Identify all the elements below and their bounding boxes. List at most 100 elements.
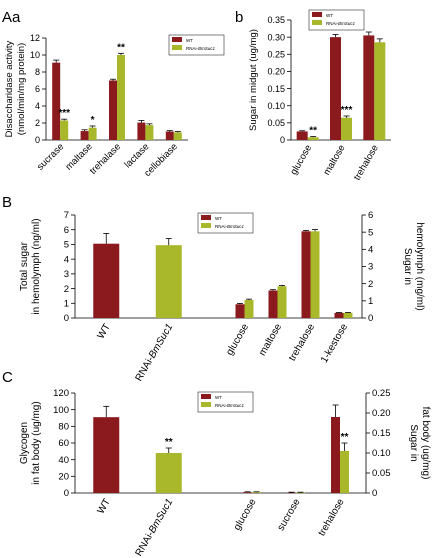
C-total-bar-wt — [93, 417, 120, 493]
C-left-category-label: WT — [96, 497, 113, 516]
B-right-y-axis-tick-label: 0 — [368, 313, 373, 324]
C-total-bar-rnai — [155, 453, 182, 493]
C-left-y-axis-tick-label: 60 — [58, 438, 69, 449]
C-left-significance: ** — [165, 437, 173, 448]
Aa-ylabel: Disaccharidase activity — [4, 40, 15, 137]
Aa-category-label: sucrase — [35, 141, 66, 172]
b-bar-wt — [363, 35, 375, 140]
C-left-ylabel-2: in fat body (ug/mg) — [31, 401, 42, 484]
B-sugar-bar-rnai — [310, 231, 320, 318]
Aa-bar-wt — [137, 122, 146, 140]
C-right-category-label: sucrose — [276, 497, 303, 533]
B-left-ylabel-2: in hemolymph (ng/ml) — [31, 218, 42, 314]
C-sugar-bar-wt — [243, 492, 252, 493]
C-sugar-bar-wt — [287, 492, 296, 494]
B-left-y-axis-tick-label: 3 — [64, 269, 69, 280]
b-y-axis-tick-label: 0.15 — [267, 84, 285, 94]
Aa-bar-wt — [52, 62, 61, 140]
b-y-axis-tick-label: 0 — [280, 135, 285, 145]
legend-label: WT — [186, 38, 193, 43]
C-right-y-axis-tick-label: 0 — [372, 488, 377, 499]
Aa-significance: *** — [58, 108, 70, 119]
b-bar-wt — [296, 131, 308, 140]
C-sugar-bar-wt — [331, 417, 340, 493]
B-right-y-axis-tick-label: 5 — [368, 227, 373, 238]
B-sugar-bar-wt — [334, 312, 344, 318]
b-y-axis-tick-label: 0.35 — [267, 15, 285, 25]
B-left-y-axis-tick-label: 2 — [64, 284, 69, 295]
legend-swatch — [201, 215, 211, 220]
Aa-bar-rnai — [60, 120, 69, 140]
legend-frame — [197, 212, 254, 234]
legend-swatch — [172, 37, 182, 42]
B-left-category-label: RNAi-BmSuc1 — [134, 322, 176, 383]
Aa-y-axis-tick-label: 4 — [35, 101, 40, 111]
Aa-bar-wt — [165, 131, 174, 140]
b-y-axis-tick-label: 0.20 — [267, 67, 285, 77]
legend-swatch — [201, 223, 211, 228]
B-right-category-label: trehalose — [287, 322, 317, 364]
Aa-bar-rnai — [145, 125, 154, 140]
C-sugar-bar-rnai — [296, 492, 305, 494]
B-right-category-label: maltose — [257, 322, 284, 358]
B-total-bar-wt — [93, 243, 120, 318]
Aa-significance: ** — [117, 42, 125, 53]
B-right-y-axis-tick-label: 1 — [368, 296, 373, 307]
b-bar-rnai — [374, 42, 386, 140]
C-right-y-axis-tick-label: 0.25 — [372, 388, 391, 399]
legend-label: RNAi-BmSuc1 — [326, 21, 356, 26]
b-bar-wt — [330, 37, 341, 141]
legend-swatch — [312, 12, 322, 17]
b-ylabel: Sugar in midgut (ug/mg) — [248, 29, 259, 131]
B-right-y-axis-tick-label: 6 — [368, 210, 373, 221]
B-left-y-axis-tick-label: 6 — [64, 225, 69, 236]
C-right-category-label: trehalose — [317, 497, 347, 539]
b-y-axis-tick-label: 0.25 — [267, 49, 285, 59]
Aa-y-axis-tick-label: 8 — [35, 67, 40, 77]
B-sugar-bar-wt — [268, 290, 278, 318]
Aa-y-axis-tick-label: 2 — [35, 118, 40, 128]
b-y-axis-tick-label: 0.05 — [267, 118, 285, 128]
panel-label-B: B — [2, 194, 12, 211]
panel-label-Aa: Aa — [2, 9, 21, 26]
Aa-category-label: trehalase — [88, 141, 123, 176]
C-left-y-axis-tick-label: 100 — [53, 405, 69, 416]
C-right-y-axis-tick-label: 0.05 — [372, 468, 391, 479]
legend-label: RNAi-BmSuc1 — [215, 403, 245, 408]
b-y-axis-tick-label: 0.30 — [267, 32, 285, 42]
B-right-ylabel: Sugar in — [402, 248, 413, 285]
C-left-y-axis-tick-label: 0 — [64, 488, 69, 499]
B-legend: WT RNAi-BmSuc1 — [197, 212, 254, 234]
B-right-category-label: 1-kestose — [319, 322, 350, 365]
legend-swatch — [201, 402, 211, 407]
Aa-y-axis-tick-label: 12 — [30, 33, 40, 43]
panel-label-b: b — [235, 9, 243, 26]
Aa-bar-rnai — [173, 132, 182, 140]
b-bar-rnai — [341, 117, 352, 140]
B-left-y-axis-tick-label: 7 — [64, 210, 69, 221]
B-sugar-bar-rnai — [244, 299, 254, 318]
C-right-y-axis-tick-label: 0.15 — [372, 428, 391, 439]
C-left-y-axis-tick-label: 20 — [58, 472, 69, 483]
C-right-y-axis-tick-label: 0.10 — [372, 448, 391, 459]
b-significance: *** — [341, 105, 353, 116]
B-right-y-axis-tick-label: 2 — [368, 279, 373, 290]
Aa-legend: WT RNAi-BmSuc1 — [168, 34, 225, 56]
B-total-bar-rnai — [155, 245, 182, 318]
B-right-ylabel-2: hemolymph (mg/ml) — [414, 222, 425, 310]
B-sugar-bar-wt — [235, 304, 245, 318]
Aa-bar-wt — [109, 80, 117, 140]
legend-frame — [197, 391, 254, 413]
b-y-axis-tick-label: 0.10 — [267, 101, 285, 111]
Aa-y-axis-tick-label: 10 — [30, 50, 40, 60]
C-sugar-bar-rnai — [340, 451, 349, 493]
legend-swatch — [312, 20, 322, 25]
B-right-y-axis-tick-label: 3 — [368, 262, 373, 273]
legend-label: WT — [215, 216, 222, 221]
b-legend: WT RNAi-BmSuc1 — [308, 9, 365, 31]
Aa-y-axis-tick-label: 0 — [35, 135, 40, 145]
C-left-y-axis-tick-label: 40 — [58, 455, 69, 466]
Aa-bar-rnai — [117, 55, 125, 140]
b-category-label: maltose — [321, 143, 347, 177]
